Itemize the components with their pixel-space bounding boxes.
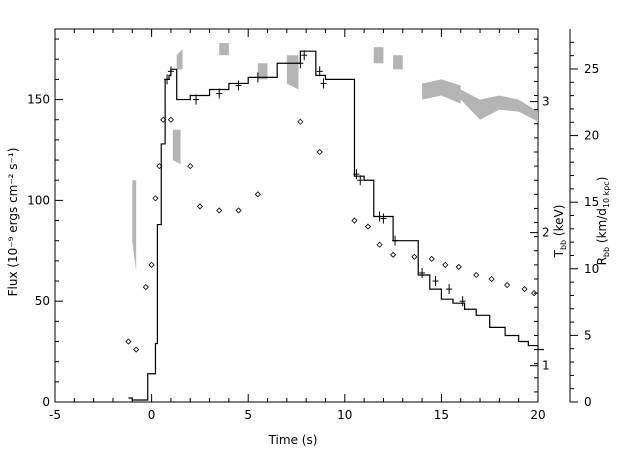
temp-error-band <box>132 180 137 271</box>
plot-frame <box>54 28 539 403</box>
data-series <box>125 50 544 401</box>
temp-tick-label: 1 <box>542 359 550 373</box>
temperature-bands <box>132 43 538 271</box>
temp-error-band <box>422 79 461 104</box>
temp-axis-sub: bb <box>559 240 568 250</box>
radius-tick-label: 25 <box>584 62 599 76</box>
temp-tick-label: 3 <box>542 95 550 109</box>
temp-error-band <box>460 89 538 122</box>
radius-tick-label: 10 <box>584 262 599 276</box>
radius-tick-label: 5 <box>584 328 592 342</box>
radius-point <box>156 163 163 170</box>
y-tick-label: 50 <box>35 294 50 308</box>
radius-point <box>316 148 323 156</box>
radius-point <box>473 271 480 279</box>
radius-point <box>411 253 418 260</box>
temp-tick-label: 2 <box>542 226 550 240</box>
temp-error-band <box>219 43 229 56</box>
radius-point <box>216 207 223 214</box>
radius-point <box>364 223 372 230</box>
radius-point <box>148 261 155 268</box>
radius-point <box>152 195 159 202</box>
temp-error-band <box>286 55 299 90</box>
radius-tick-label: 20 <box>584 129 599 143</box>
y-tick-label: 150 <box>27 93 50 107</box>
radius-point <box>196 203 203 210</box>
radius-point <box>428 255 435 262</box>
temp-axis-label: Tbb (keV) <box>552 205 568 259</box>
temp-error-band <box>373 47 384 64</box>
radius-point <box>531 290 538 297</box>
radius-point <box>521 286 528 293</box>
radius-point <box>133 346 140 353</box>
radius-point <box>488 275 495 283</box>
radius-point <box>455 263 462 270</box>
radius-point <box>390 251 397 258</box>
x-axis-label: Time (s) <box>268 433 318 447</box>
radius-point <box>442 261 449 268</box>
radius-point <box>142 284 149 291</box>
temp-error-band <box>172 129 181 165</box>
y-axis-label: Flux (10⁻⁹ ergs cm⁻² s⁻¹) <box>6 148 20 297</box>
temp-error-band <box>257 63 268 80</box>
y-tick-label: 100 <box>27 193 50 207</box>
radius-point <box>351 217 358 224</box>
radius-axis-sub2: 10 kpc <box>602 181 611 208</box>
radius-point <box>167 116 174 123</box>
x-tick-label: 0 <box>148 408 156 422</box>
y-tick-label: 0 <box>42 395 50 409</box>
x-tick-label: 5 <box>244 408 252 422</box>
radius-point <box>235 207 242 214</box>
radius-point <box>504 281 511 289</box>
temp-error-band <box>176 49 183 70</box>
radius-point <box>254 191 261 198</box>
radius-point <box>376 241 383 248</box>
radius-tick-label: 15 <box>584 195 599 209</box>
flux-histogram <box>128 50 544 401</box>
radius-axis-label: Rbb (km/d10 kpc) <box>595 177 611 266</box>
radius-point <box>297 118 304 125</box>
temp-error-band <box>393 55 403 70</box>
radius-point <box>125 338 132 345</box>
x-tick-label: -5 <box>49 408 61 422</box>
x-tick-label: 10 <box>337 408 352 422</box>
radius-point <box>187 163 194 170</box>
radius-axis-sub: bb <box>602 247 611 257</box>
x-tick-label: 20 <box>530 408 545 422</box>
radius-point <box>160 116 167 123</box>
radius-tick-label: 0 <box>584 395 592 409</box>
x-tick-label: 15 <box>434 408 449 422</box>
